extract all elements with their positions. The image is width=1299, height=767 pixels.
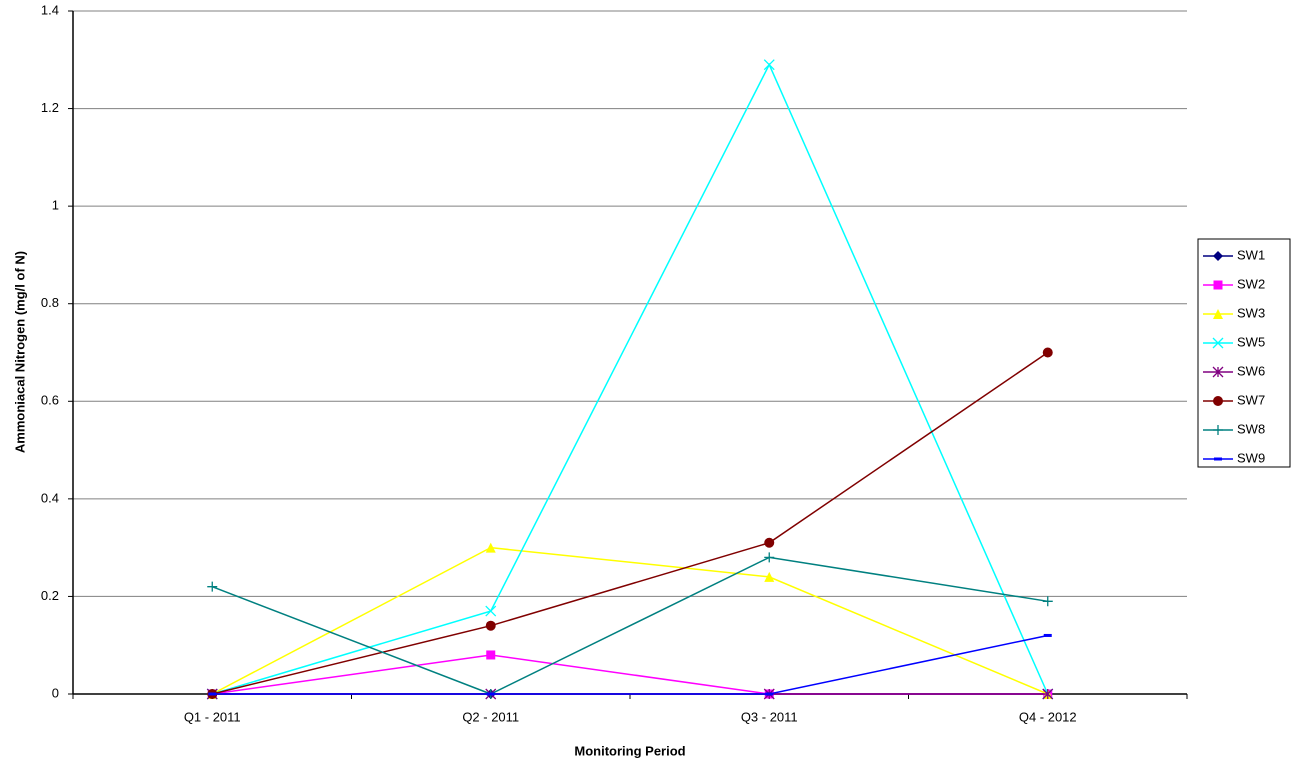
data-point	[1042, 347, 1053, 358]
data-point	[208, 692, 217, 696]
series-line	[211, 556, 1048, 695]
data-point	[485, 605, 497, 617]
legend-marker	[1212, 366, 1224, 378]
x-axis-label: Monitoring Period	[574, 743, 685, 758]
data-point	[764, 571, 775, 582]
y-tick-label: 1.2	[41, 100, 59, 115]
data-point	[1042, 688, 1054, 700]
legend-label: SW8	[1237, 421, 1265, 436]
legend-marker	[1213, 280, 1223, 290]
y-tick-label: 1	[52, 198, 59, 213]
y-tick-label: 0.2	[41, 588, 59, 603]
legend-label: SW3	[1237, 305, 1265, 320]
y-tick-label: 0.6	[41, 393, 59, 408]
legend-label: SW6	[1237, 363, 1265, 378]
legend-marker	[1213, 425, 1223, 435]
y-tick-label: 0	[52, 685, 59, 700]
data-point	[763, 59, 775, 71]
data-point	[207, 581, 218, 592]
data-point	[1042, 596, 1053, 607]
legend-label: SW5	[1237, 334, 1265, 349]
series-line	[212, 654, 1048, 695]
y-axis-label: Ammoniacal Nitrogen (mg/l of N)	[12, 251, 27, 453]
x-tick-label: Q2 - 2011	[462, 709, 519, 724]
x-tick-label: Q3 - 2011	[741, 709, 798, 724]
legend-marker	[1213, 251, 1223, 261]
x-tick-label: Q1 - 2011	[184, 709, 241, 724]
legend-marker	[1214, 457, 1222, 461]
legend-box	[1197, 238, 1291, 468]
legend-label: SW7	[1237, 392, 1265, 407]
series-line	[211, 546, 1049, 695]
data-point	[765, 692, 774, 696]
data-point	[764, 552, 775, 563]
x-tick-label: Q4 - 2012	[1019, 709, 1077, 724]
series-line	[212, 351, 1049, 695]
legend-label: SW9	[1237, 450, 1265, 465]
legend-marker	[1213, 396, 1223, 406]
data-point	[486, 650, 496, 660]
legend-marker	[1213, 309, 1223, 319]
data-point	[486, 692, 495, 696]
series-line	[212, 634, 1048, 695]
data-point	[764, 537, 775, 548]
y-tick-label: 0.8	[41, 295, 59, 310]
y-tick-label: 0.4	[41, 490, 59, 505]
data-point	[1043, 633, 1052, 637]
legend-label: SW2	[1237, 276, 1265, 291]
data-point	[485, 542, 496, 553]
y-tick-label: 1.4	[41, 2, 59, 17]
data-point	[485, 620, 496, 631]
series-line	[212, 62, 1049, 695]
legend-label: SW1	[1237, 247, 1265, 262]
legend-marker	[1212, 337, 1224, 349]
